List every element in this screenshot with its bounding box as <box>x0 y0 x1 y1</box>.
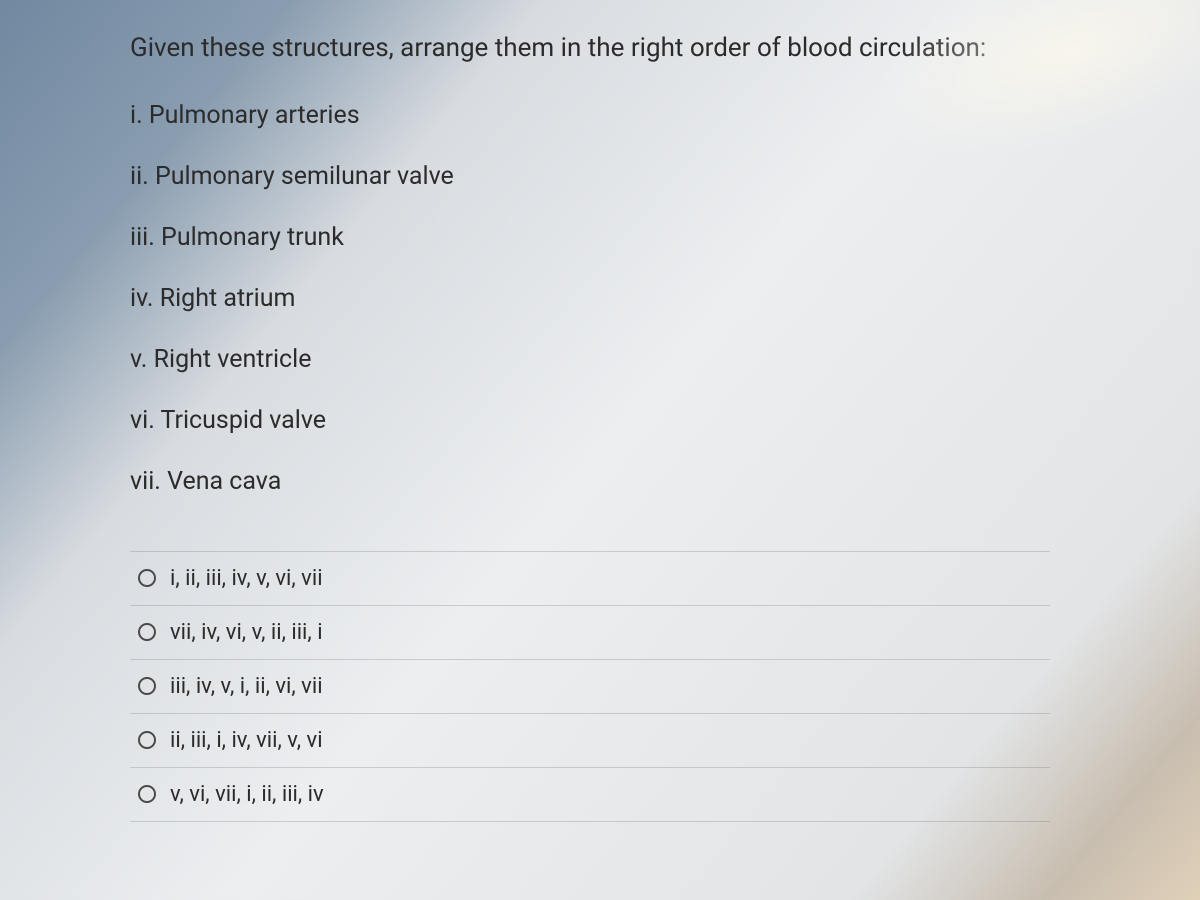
structure-numeral: ii. <box>130 162 149 191</box>
option-label: ii, iii, i, iv, vii, v, vi <box>170 728 323 753</box>
question-container: Given these structures, arrange them in … <box>130 28 1050 822</box>
option-row[interactable]: vii, iv, vi, v, ii, iii, i <box>130 605 1050 659</box>
radio-icon[interactable] <box>138 677 156 695</box>
structure-label: Pulmonary trunk <box>161 223 344 252</box>
structure-numeral: iv. <box>130 284 153 313</box>
structure-label: Right ventricle <box>154 345 312 374</box>
structure-label: Vena cava <box>167 467 281 496</box>
structure-numeral: iii. <box>130 223 155 252</box>
radio-icon[interactable] <box>138 623 156 641</box>
structure-item: i. Pulmonary arteries <box>130 98 1050 133</box>
question-prompt: Given these structures, arrange them in … <box>130 28 1050 70</box>
option-row[interactable]: ii, iii, i, iv, vii, v, vi <box>130 713 1050 767</box>
structure-item: iv. Right atrium <box>130 281 1050 316</box>
structure-numeral: vii. <box>130 467 161 496</box>
structure-label: Pulmonary arteries <box>149 101 360 130</box>
option-label: iii, iv, v, i, ii, vi, vii <box>170 674 323 699</box>
structure-item: ii. Pulmonary semilunar valve <box>130 159 1050 194</box>
option-row[interactable]: i, ii, iii, iv, v, vi, vii <box>130 551 1050 605</box>
option-label: v, vi, vii, i, ii, iii, iv <box>170 782 324 807</box>
option-row[interactable]: v, vi, vii, i, ii, iii, iv <box>130 767 1050 822</box>
answer-options: i, ii, iii, iv, v, vi, vii vii, iv, vi, … <box>130 551 1050 822</box>
radio-icon[interactable] <box>138 731 156 749</box>
structure-numeral: vi. <box>130 406 155 435</box>
structure-item: vi. Tricuspid valve <box>130 403 1050 438</box>
structure-numeral: v. <box>130 345 147 374</box>
structure-label: Tricuspid valve <box>161 406 327 435</box>
structure-item: v. Right ventricle <box>130 342 1050 377</box>
structure-label: Right atrium <box>160 284 296 313</box>
structure-list: i. Pulmonary arteries ii. Pulmonary semi… <box>130 98 1050 499</box>
option-label: i, ii, iii, iv, v, vi, vii <box>170 566 323 591</box>
option-label: vii, iv, vi, v, ii, iii, i <box>170 620 323 645</box>
structure-item: iii. Pulmonary trunk <box>130 220 1050 255</box>
option-row[interactable]: iii, iv, v, i, ii, vi, vii <box>130 659 1050 713</box>
radio-icon[interactable] <box>138 785 156 803</box>
radio-icon[interactable] <box>138 569 156 587</box>
structure-numeral: i. <box>130 101 143 130</box>
structure-label: Pulmonary semilunar valve <box>155 162 454 191</box>
structure-item: vii. Vena cava <box>130 464 1050 499</box>
